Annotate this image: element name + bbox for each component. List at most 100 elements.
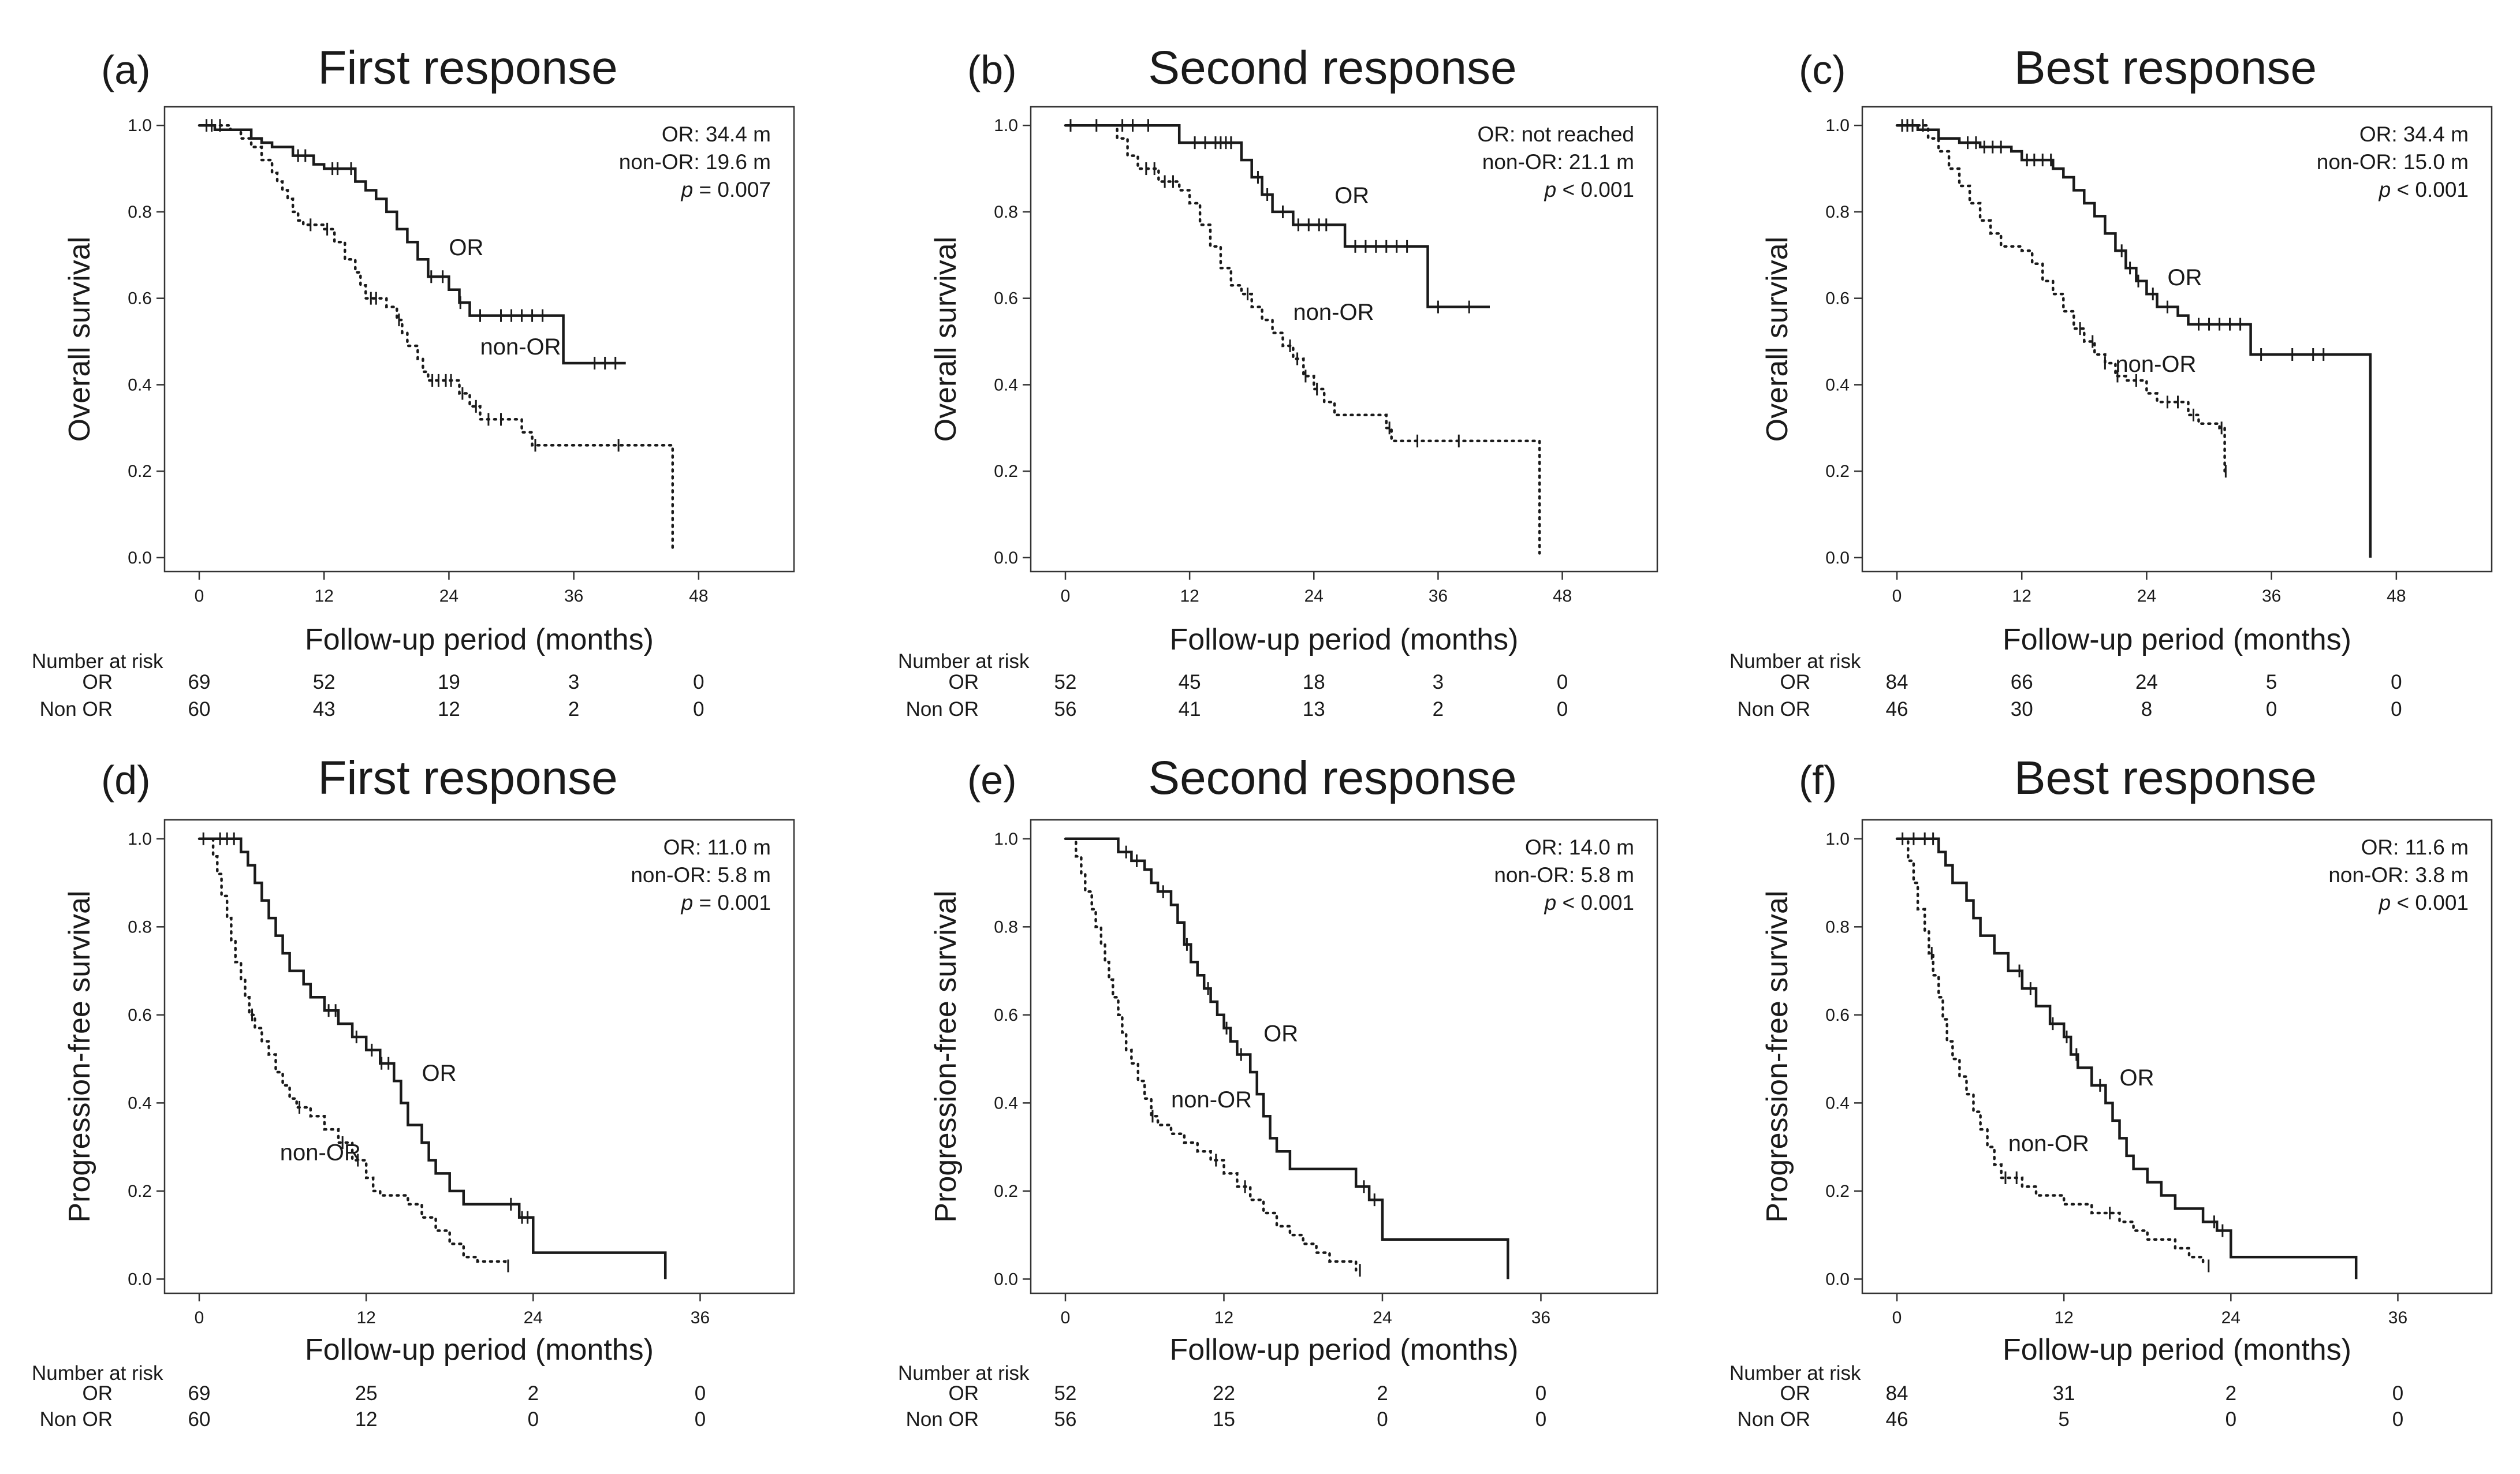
x-tick-label: 24 bbox=[1304, 587, 1324, 606]
series-label: OR bbox=[2120, 1065, 2154, 1091]
risk-count: 69 bbox=[188, 1382, 211, 1405]
median-survival: OR: 11.0 m bbox=[663, 835, 771, 859]
panel-letter: (c) bbox=[1799, 47, 1846, 92]
risk-count: 8 bbox=[2141, 698, 2152, 721]
risk-count: 0 bbox=[695, 1408, 706, 1431]
y-tick-label: 0.0 bbox=[128, 1270, 152, 1289]
panel-d: (d) First response 0.0 0.2 0.4 0.6 0.8 1.0 0 12 24… bbox=[32, 752, 795, 1431]
risk-row-label: OR bbox=[83, 671, 113, 693]
plot-frame bbox=[163, 106, 795, 573]
survival-curve-non-or bbox=[1064, 837, 1358, 1272]
y-tick-label: 0.8 bbox=[1825, 917, 1850, 936]
risk-count: 60 bbox=[188, 698, 211, 721]
x-axis-label: Follow-up period (months) bbox=[305, 623, 654, 656]
y-tick-label: 0.0 bbox=[994, 1270, 1018, 1289]
y-tick-label: 0.2 bbox=[1825, 1182, 1850, 1201]
y-tick-label: 0.6 bbox=[1825, 289, 1850, 308]
median-survival: OR: 34.4 m bbox=[662, 122, 771, 146]
risk-count: 0 bbox=[693, 698, 704, 721]
y-axis-label: Overall survival bbox=[1761, 237, 1794, 442]
risk-count: 69 bbox=[188, 671, 211, 693]
risk-count: 84 bbox=[1886, 1382, 1908, 1405]
risk-row-label: Non OR bbox=[906, 698, 979, 721]
y-tick-label: 0.8 bbox=[994, 203, 1018, 222]
panel-e: (e) Second response 0.0 0.2 0.4 0.6 0.8 1.0 0 12 2… bbox=[898, 752, 1658, 1431]
risk-table-title: Number at risk bbox=[898, 1362, 1030, 1385]
survival-curve-or bbox=[1897, 837, 2358, 1279]
y-tick-label: 0.6 bbox=[994, 1006, 1018, 1025]
y-tick-label: 0.0 bbox=[1825, 1270, 1850, 1289]
risk-count: 2 bbox=[1433, 698, 1444, 721]
risk-count: 12 bbox=[438, 698, 460, 721]
risk-count: 25 bbox=[355, 1382, 378, 1405]
risk-row-label: Non OR bbox=[40, 698, 113, 721]
risk-row-label: Non OR bbox=[1738, 698, 1810, 721]
x-axis-label: Follow-up period (months) bbox=[305, 1333, 654, 1367]
p-value: p < 0.001 bbox=[2379, 891, 2469, 915]
survival-curve-or bbox=[1065, 837, 1509, 1279]
y-tick-label: 0.4 bbox=[994, 375, 1018, 394]
x-tick-label: 36 bbox=[564, 587, 583, 606]
median-survival: non-OR: 5.8 m bbox=[631, 863, 771, 887]
plot-frame bbox=[1861, 819, 2493, 1294]
risk-row-label: Non OR bbox=[906, 1408, 979, 1431]
risk-count: 2 bbox=[528, 1382, 539, 1405]
y-tick-label: 1.0 bbox=[128, 116, 152, 135]
panel-c: (c) Best response 0.0 0.2 0.4 0.6 0.8 1.0 0 12 24 3… bbox=[1729, 42, 2493, 721]
survival-curve-non-or bbox=[1895, 837, 2205, 1267]
panel-b: (b) Second response 0.0 0.2 0.4 0.6 0.8 1.0 0 12 2… bbox=[898, 42, 1658, 721]
risk-count: 0 bbox=[1535, 1382, 1546, 1405]
risk-count: 19 bbox=[438, 671, 460, 693]
y-tick-label: 0.8 bbox=[994, 917, 1018, 936]
x-tick-label: 12 bbox=[356, 1308, 375, 1327]
series-label: OR bbox=[1263, 1021, 1298, 1047]
x-tick-label: 36 bbox=[691, 1308, 710, 1327]
panel-letter: (b) bbox=[967, 47, 1017, 92]
risk-count: 0 bbox=[1377, 1408, 1388, 1431]
risk-count: 84 bbox=[1886, 671, 1908, 693]
plot-frame bbox=[1030, 106, 1658, 573]
y-tick-label: 0.0 bbox=[1825, 548, 1850, 568]
y-tick-label: 0.4 bbox=[1825, 1094, 1850, 1113]
plot-frame bbox=[163, 819, 795, 1294]
x-tick-label: 0 bbox=[1892, 1308, 1902, 1327]
survival-curve-non-or bbox=[197, 837, 507, 1267]
p-value: p < 0.001 bbox=[2379, 178, 2469, 201]
risk-count: 30 bbox=[2011, 698, 2033, 721]
risk-count: 13 bbox=[1303, 698, 1325, 721]
survival-curve-or bbox=[1065, 124, 1490, 308]
risk-row-label: OR bbox=[949, 1382, 979, 1405]
risk-count: 46 bbox=[1886, 1408, 1908, 1431]
p-value: p = 0.007 bbox=[681, 178, 771, 201]
x-tick-label: 12 bbox=[1214, 1308, 1233, 1327]
survival-curve-non-or bbox=[1895, 124, 2226, 473]
risk-count: 66 bbox=[2011, 671, 2033, 693]
risk-count: 2 bbox=[568, 698, 579, 721]
risk-count: 2 bbox=[1377, 1382, 1388, 1405]
x-tick-label: 24 bbox=[524, 1308, 543, 1327]
risk-row-label: Non OR bbox=[1738, 1408, 1810, 1431]
y-tick-label: 1.0 bbox=[1825, 830, 1850, 849]
risk-count: 56 bbox=[1054, 698, 1077, 721]
y-axis-label: Progression-free survival bbox=[1761, 890, 1794, 1222]
median-survival: OR: not reached bbox=[1478, 122, 1634, 146]
x-tick-label: 0 bbox=[1061, 587, 1071, 606]
series-label: non-OR bbox=[480, 334, 561, 360]
y-axis-label: Overall survival bbox=[929, 237, 963, 442]
panel-letter: (a) bbox=[101, 47, 151, 92]
survival-curve-non-or bbox=[1064, 124, 1541, 555]
y-tick-label: 1.0 bbox=[994, 830, 1018, 849]
x-tick-label: 36 bbox=[1531, 1308, 1550, 1327]
risk-count: 0 bbox=[1557, 698, 1568, 721]
risk-count: 5 bbox=[2058, 1408, 2069, 1431]
series-label: non-OR bbox=[2008, 1131, 2089, 1156]
x-tick-label: 12 bbox=[315, 587, 334, 606]
panel-title: Best response bbox=[2014, 752, 2317, 804]
x-tick-label: 12 bbox=[1180, 587, 1199, 606]
risk-count: 43 bbox=[313, 698, 335, 721]
survival-curve-or bbox=[1897, 124, 2372, 558]
risk-count: 0 bbox=[2392, 1382, 2403, 1405]
series-label: OR bbox=[2167, 265, 2202, 290]
x-tick-label: 36 bbox=[2262, 587, 2281, 606]
risk-count: 18 bbox=[1303, 671, 1325, 693]
